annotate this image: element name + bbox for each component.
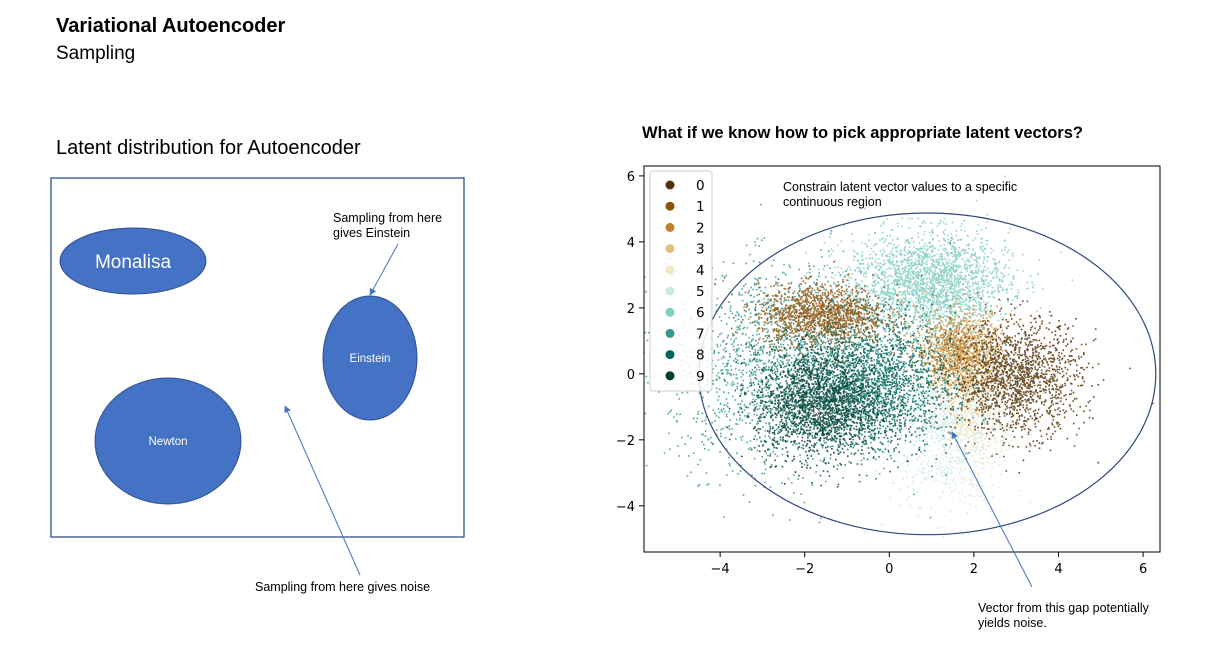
y-tick-label: −2 (616, 434, 635, 449)
legend-marker-7 (665, 328, 675, 338)
legend-marker-6 (665, 307, 675, 317)
y-tick-label: 4 (627, 236, 635, 251)
plot-frame (643, 165, 1161, 553)
legend-marker-0 (665, 180, 675, 190)
legend-label-3: 3 (696, 242, 705, 258)
boundary-ellipse (698, 212, 1157, 536)
latent-scatter-plot: −4 −2 0 2 4 6 −4 −2 0 2 4 6 0 1 2 3 4 5 6 7 8 9 (616, 165, 1161, 588)
legend-box (649, 170, 713, 392)
gap-annotation: Vector from this gap potentially yields … (978, 601, 1149, 630)
cluster-einstein: Einstein (322, 295, 418, 421)
latent-space-frame (50, 177, 465, 538)
x-tick-label: 2 (970, 562, 978, 577)
legend-label-0: 0 (696, 178, 705, 194)
slide-subtitle: Sampling (56, 43, 136, 64)
legend-label-7: 7 (696, 326, 705, 342)
x-tick-label: 6 (1139, 562, 1147, 577)
legend-label-4: 4 (696, 263, 705, 279)
monalisa-ellipse (59, 227, 207, 295)
constraint-boundary (698, 212, 1157, 536)
legend-marker-3 (665, 244, 675, 254)
constrain-annotation: Constrain latent vector values to a spec… (783, 180, 1018, 209)
legend-marker-9 (665, 371, 675, 381)
y-tick-label: 2 (627, 302, 635, 317)
legend-label-1: 1 (696, 199, 705, 215)
noise-annotation: Sampling from here gives noise (255, 580, 431, 594)
series-1-points (714, 261, 928, 363)
series-9-points (710, 309, 924, 488)
slide-title: Variational Autoencoder (56, 15, 286, 37)
series-0-marks (920, 292, 1154, 474)
cluster-newton: Newton (94, 377, 242, 505)
einstein-label: Einstein (350, 353, 391, 365)
legend-marker-2 (665, 222, 675, 232)
y-tick-label: 6 (627, 170, 635, 185)
scatter-points (644, 175, 1154, 538)
legend-label-8: 8 (696, 348, 705, 364)
chart-legend: 0 1 2 3 4 5 6 7 8 9 (649, 170, 713, 392)
left-panel-heading: Latent distribution for Autoencoder (56, 137, 361, 159)
axis-ticks: −4 −2 0 2 4 6 −4 −2 0 2 4 6 (616, 170, 1147, 577)
einstein-ellipse (322, 295, 418, 421)
series-7-marks (644, 189, 1030, 524)
legend-marker-1 (665, 201, 675, 211)
legend-label-9: 9 (696, 369, 705, 385)
series-6-marks (794, 175, 1073, 356)
series-1-marks (714, 261, 928, 363)
monalisa-label: Monalisa (95, 252, 171, 273)
newton-label: Newton (149, 436, 188, 448)
legend-marker-8 (665, 350, 675, 360)
legend-label-6: 6 (696, 305, 705, 321)
legend-marker-4 (665, 265, 675, 275)
einstein-arrow (369, 243, 399, 296)
series-7-points (644, 189, 1030, 524)
series-9-marks (710, 309, 924, 488)
noise-arrow (284, 405, 361, 576)
y-tick-label: 0 (627, 368, 635, 383)
gap-arrow (951, 431, 1033, 588)
legend-label-5: 5 (696, 284, 705, 300)
newton-ellipse (94, 377, 242, 505)
x-tick-label: −4 (711, 562, 730, 577)
x-tick-label: 4 (1054, 562, 1062, 577)
latent-distribution-diagram: Monalisa Einstein Newton (50, 177, 465, 576)
y-tick-label: −4 (616, 500, 635, 515)
legend-label-2: 2 (696, 220, 705, 236)
x-tick-label: 0 (885, 562, 893, 577)
mouse-cursor-icon (813, 405, 823, 418)
series-0-points (920, 292, 1154, 474)
x-tick-label: −2 (795, 562, 814, 577)
einstein-annotation: Sampling from here gives Einstein (333, 211, 443, 240)
series-6-points (794, 175, 1073, 356)
cluster-monalisa: Monalisa (59, 227, 207, 295)
legend-marker-5 (665, 286, 675, 296)
right-panel-heading: What if we know how to pick appropriate … (642, 124, 1083, 142)
